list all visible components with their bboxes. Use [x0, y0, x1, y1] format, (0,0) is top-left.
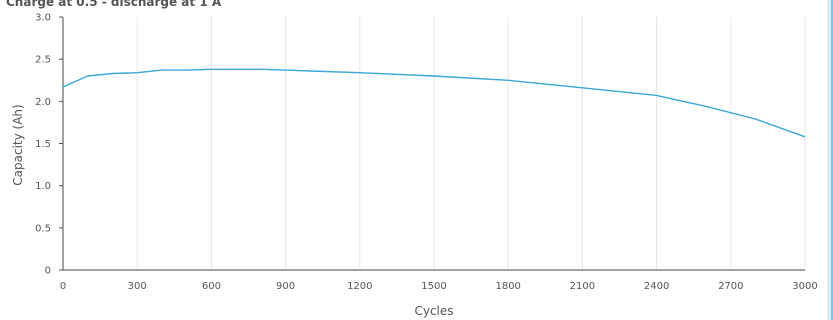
x-tick-label: 1500	[421, 281, 446, 292]
chart-title: Charge at 0.5 - discharge at 1 A	[6, 0, 222, 9]
y-tick-label: 1.5	[35, 139, 51, 150]
x-tick-label: 600	[202, 281, 221, 292]
y-tick-label: 2.0	[35, 97, 51, 108]
x-tick-label: 2400	[644, 281, 669, 292]
x-tick-label: 300	[128, 281, 147, 292]
y-tick-label: 2.5	[35, 55, 51, 66]
x-tick-label: 2100	[570, 281, 595, 292]
y-tick-label: 1.0	[35, 181, 51, 192]
x-tick-label: 1200	[347, 281, 372, 292]
x-tick-label: 900	[276, 281, 295, 292]
x-tick-label: 2700	[718, 281, 743, 292]
grid-lines	[136, 17, 806, 270]
y-tick-label: 0.5	[35, 223, 51, 234]
tick-labels: 0 300 600 900 1200 1500 1800 2100 2400 2700 3000 0 0…	[35, 13, 818, 293]
x-tick-label: 3000	[792, 281, 817, 292]
series-layer	[62, 68, 806, 138]
axes	[59, 16, 805, 271]
x-axis-title: Cycles	[414, 304, 453, 318]
y-axis-title: Capacity (Ah)	[11, 104, 25, 185]
x-tick-label: 1800	[495, 281, 520, 292]
capacity-series-line	[62, 68, 806, 138]
y-tick-label: 0	[45, 266, 51, 277]
x-tick-label: 0	[60, 281, 66, 292]
right-edge-scrollbar	[827, 0, 833, 320]
y-tick-label: 3.0	[35, 13, 51, 24]
